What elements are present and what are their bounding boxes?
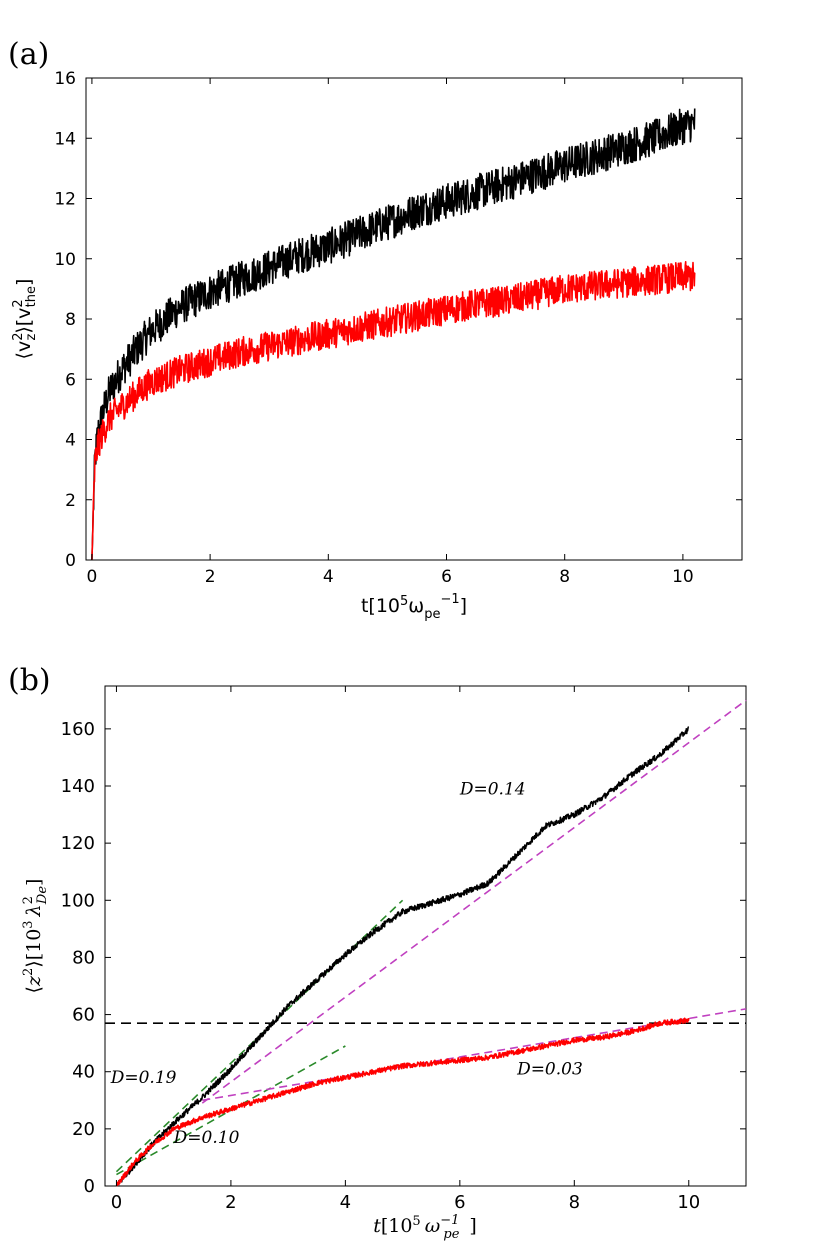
y-tick-label: 40 [72, 1062, 95, 1083]
chart-a: 0 2 4 6 8 10 0 2 4 6 8 10 12 14 16 t[105ωpe−1] ⟨v2z⟩[… [11, 69, 743, 622]
y-tick-label: 120 [61, 833, 95, 854]
fit-annotation: D=0.19 [110, 1068, 177, 1088]
x-tick-label: 0 [111, 1192, 122, 1213]
x-tick-label: 8 [559, 567, 570, 587]
y-tick-label: 10 [54, 250, 76, 270]
chart-a-x-ticks: 0 2 4 6 8 10 [86, 78, 694, 587]
chart-a-series-group [91, 108, 696, 561]
fit-annotation: D=0.10 [173, 1128, 240, 1148]
series-line-black [91, 108, 696, 561]
chart-b-annotations: D=0.14 D=0.19 D=0.10 D=0.03 [110, 780, 583, 1149]
y-tick-label: 6 [65, 370, 76, 390]
x-tick-label: 6 [441, 567, 452, 587]
y-tick-label: 16 [54, 69, 76, 89]
x-tick-label: 2 [225, 1192, 236, 1213]
y-tick-label: 0 [65, 551, 76, 571]
x-tick-label: 10 [677, 1192, 700, 1213]
y-tick-label: 20 [72, 1119, 95, 1140]
y-tick-label: 140 [61, 776, 95, 797]
chart-b-y-ticks: 0 20 40 60 80 100 120 140 160 [61, 719, 746, 1197]
panel-b-label: (b) [8, 663, 51, 698]
y-tick-label: 8 [65, 310, 76, 330]
series-line-red [91, 260, 696, 561]
fit-annotation: D=0.03 [516, 1060, 583, 1080]
chart-b-fit-lines [105, 699, 747, 1176]
y-tick-label: 12 [54, 190, 76, 210]
fit-annotation: D=0.14 [459, 780, 526, 800]
chart-a-xlabel: t[105ωpe−1] [361, 592, 467, 622]
x-tick-label: 10 [672, 567, 694, 587]
x-tick-label: 8 [569, 1192, 580, 1213]
y-tick-label: 2 [65, 491, 76, 511]
x-tick-label: 4 [323, 567, 334, 587]
y-tick-label: 60 [72, 1005, 95, 1026]
y-tick-label: 80 [72, 947, 95, 968]
chart-b-xlabel: t[105 ω−1 pe] [373, 1213, 477, 1242]
chart-b-series-group [115, 726, 690, 1187]
chart-a-y-ticks: 0 2 4 6 8 10 12 14 16 [54, 69, 742, 571]
y-tick-label: 14 [54, 129, 76, 149]
x-tick-label: 4 [340, 1192, 351, 1213]
chart-b-ylabel: ⟨z2⟩[103λ2De] [21, 879, 50, 994]
y-tick-label: 4 [65, 431, 76, 451]
chart-b-frame [104, 685, 747, 1187]
x-tick-label: 0 [86, 567, 97, 587]
series-line-black [115, 726, 690, 1187]
x-tick-label: 6 [454, 1192, 465, 1213]
fit-line [201, 699, 747, 1104]
x-tick-label: 2 [205, 567, 216, 587]
panel-a-label: (a) [8, 37, 49, 72]
chart-a-ylabel: ⟨v2z⟩[v2the] [11, 279, 39, 360]
chart-b-x-ticks: 0 2 4 6 8 10 [111, 686, 700, 1213]
y-tick-label: 160 [61, 719, 95, 740]
y-tick-label: 0 [84, 1176, 95, 1197]
series-line-red [115, 1017, 690, 1187]
y-tick-label: 100 [61, 890, 95, 911]
